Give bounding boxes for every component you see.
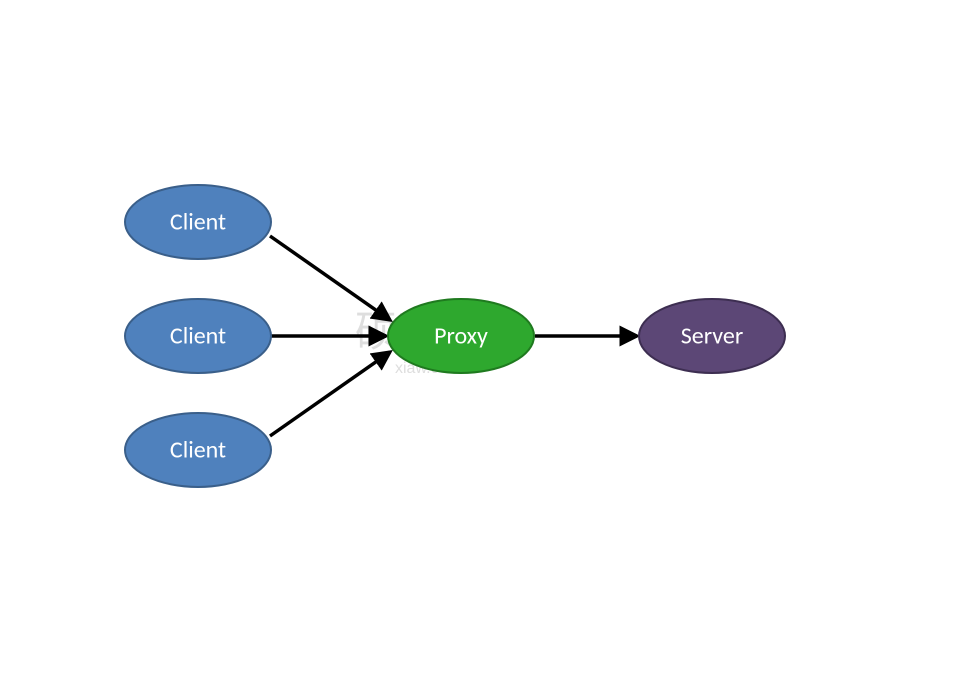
node-client1: Client [125, 185, 271, 259]
node-server: Server [639, 299, 785, 373]
edge-client3-proxy [270, 352, 390, 436]
node-client2: Client [125, 299, 271, 373]
node-client1-label: Client [170, 208, 226, 237]
proxy-diagram: Client Client Client Proxy Server [0, 0, 960, 680]
node-client3-label: Client [170, 436, 226, 465]
edge-client1-proxy [270, 236, 390, 320]
node-proxy: Proxy [388, 299, 534, 373]
node-proxy-label: Proxy [434, 322, 488, 351]
node-server-label: Server [681, 322, 743, 351]
node-client2-label: Client [170, 322, 226, 351]
node-client3: Client [125, 413, 271, 487]
